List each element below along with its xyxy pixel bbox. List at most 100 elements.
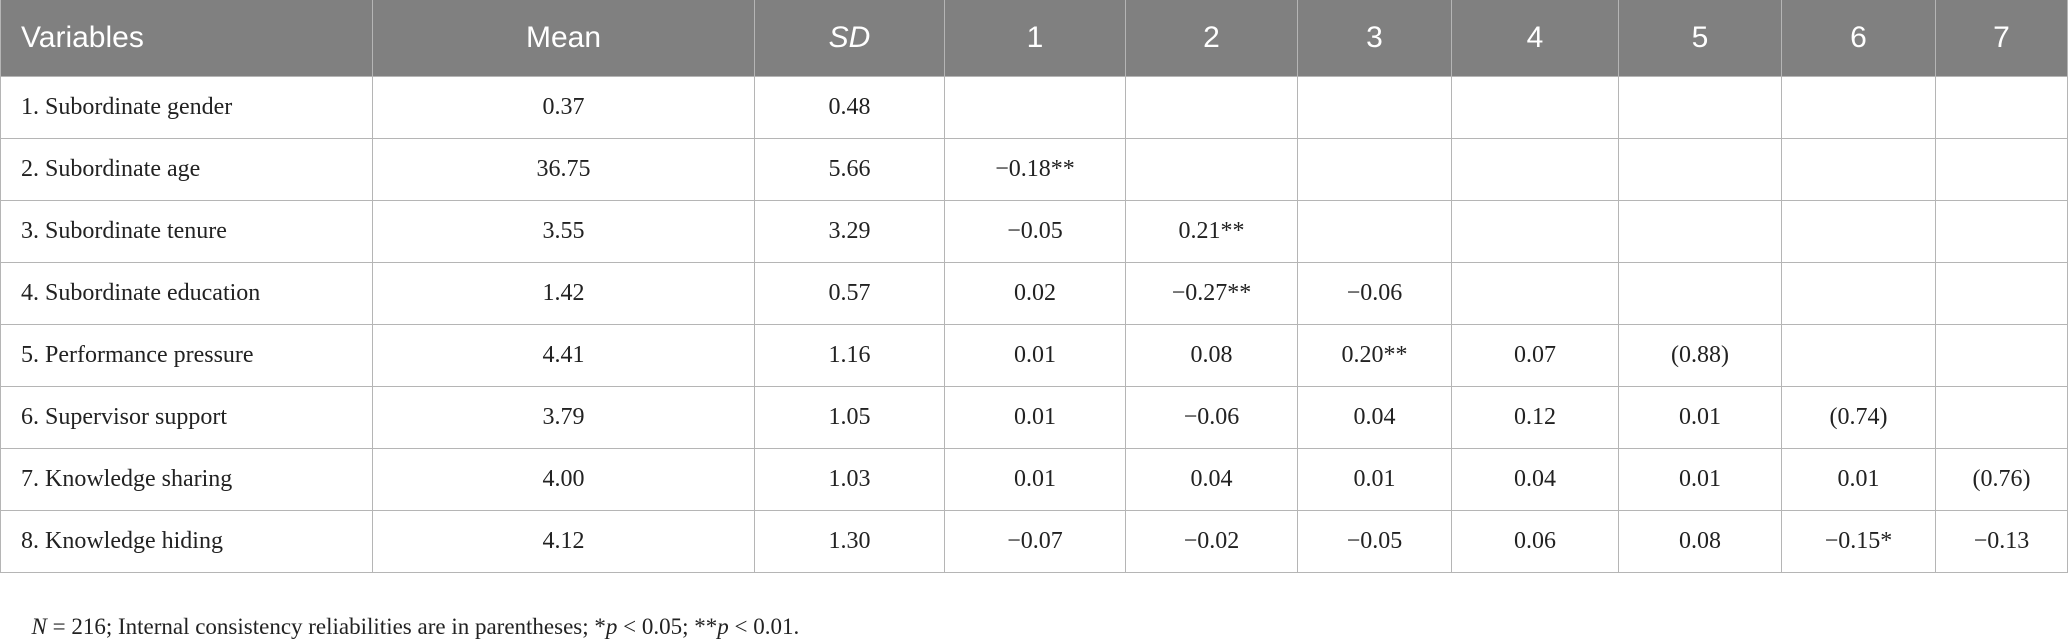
cell (1451, 76, 1619, 139)
header-cell: 7 (1935, 0, 2068, 77)
table-row: 7. Knowledge sharing 4.00 1.03 0.01 0.04 0.01… (0, 448, 2068, 511)
cell: 0.02 (944, 262, 1126, 325)
footnote-text: < 0.01. (728, 614, 800, 639)
cell: 36.75 (372, 138, 755, 201)
cell (1618, 262, 1782, 325)
table-row: 8. Knowledge hiding 4.12 1.30 −0.07 −0.02 −0.… (0, 510, 2068, 573)
cell: −0.06 (1297, 262, 1452, 325)
footnote-text: < 0.05; ** (617, 614, 718, 639)
header-cell: 4 (1451, 0, 1619, 77)
cell: 0.01 (944, 324, 1126, 387)
cell (1451, 138, 1619, 201)
cell (1781, 262, 1936, 325)
cell: 0.01 (1618, 386, 1782, 449)
cell: 0.07 (1451, 324, 1619, 387)
header-cell: SD (754, 0, 945, 77)
cell: 0.08 (1618, 510, 1782, 573)
cell: 0.48 (754, 76, 945, 139)
footnote-text: N (31, 614, 47, 639)
row-label: 3. Subordinate tenure (0, 200, 373, 263)
cell (1781, 76, 1936, 139)
cell: (0.76) (1935, 448, 2068, 511)
table-row: 5. Performance pressure 4.41 1.16 0.01 0.08 0… (0, 324, 2068, 387)
row-label: 8. Knowledge hiding (0, 510, 373, 573)
cell: 1.05 (754, 386, 945, 449)
correlation-table: VariablesMeanSD12345678 1. Subordinate g… (0, 0, 2068, 573)
cell: 0.06 (1451, 510, 1619, 573)
cell: −0.18** (944, 138, 1126, 201)
cell: −0.05 (944, 200, 1126, 263)
cell (1781, 324, 1936, 387)
header-cell: 1 (944, 0, 1126, 77)
header-cell: 5 (1618, 0, 1782, 77)
footnote-text: p (717, 614, 729, 639)
table-body: 1. Subordinate gender 0.37 0.48 2. Subordin… (0, 76, 2068, 573)
cell: 0.20** (1297, 324, 1452, 387)
header-cell: Variables (0, 0, 373, 77)
cell: 0.08 (1125, 324, 1298, 387)
cell (1935, 138, 2068, 201)
header-cell: 2 (1125, 0, 1298, 77)
table-row: 3. Subordinate tenure 3.55 3.29 −0.05 0.21** (0, 200, 2068, 263)
cell (1935, 386, 2068, 449)
cell: 5.66 (754, 138, 945, 201)
cell: 1.42 (372, 262, 755, 325)
footnote-text: p (605, 614, 618, 639)
cell (1935, 324, 2068, 387)
cell (1935, 200, 2068, 263)
cell: 0.04 (1451, 448, 1619, 511)
cell (944, 76, 1126, 139)
cell (1125, 76, 1298, 139)
cell: 0.04 (1125, 448, 1298, 511)
cell (1618, 138, 1782, 201)
cell: −0.15* (1781, 510, 1936, 573)
header-row: VariablesMeanSD12345678 (0, 0, 2068, 77)
table-row: 4. Subordinate education 1.42 0.57 0.02 −0.2… (0, 262, 2068, 325)
cell: 1.16 (754, 324, 945, 387)
cell: −0.02 (1125, 510, 1298, 573)
cell: −0.27** (1125, 262, 1298, 325)
cell: 0.12 (1451, 386, 1619, 449)
cell (1125, 138, 1298, 201)
cell (1781, 138, 1936, 201)
cell: 4.41 (372, 324, 755, 387)
row-label: 1. Subordinate gender (0, 76, 373, 139)
cell (1935, 76, 2068, 139)
cell (1618, 76, 1782, 139)
cell: 0.57 (754, 262, 945, 325)
table-row: 6. Supervisor support 3.79 1.05 0.01 −0.06 0.… (0, 386, 2068, 449)
cell: 0.37 (372, 76, 755, 139)
cell (1618, 200, 1782, 263)
cell (1451, 200, 1619, 263)
cell (1297, 138, 1452, 201)
header-cell: 3 (1297, 0, 1452, 77)
row-label: 5. Performance pressure (0, 324, 373, 387)
row-label: 6. Supervisor support (0, 386, 373, 449)
cell: 0.01 (1297, 448, 1452, 511)
header-cell: Mean (372, 0, 755, 77)
cell: 3.29 (754, 200, 945, 263)
cell: 3.55 (372, 200, 755, 263)
row-label: 7. Knowledge sharing (0, 448, 373, 511)
cell (1451, 262, 1619, 325)
cell: −0.07 (944, 510, 1126, 573)
row-label: 4. Subordinate education (0, 262, 373, 325)
cell: 3.79 (372, 386, 755, 449)
cell: −0.06 (1125, 386, 1298, 449)
cell: 0.21** (1125, 200, 1298, 263)
cell: 0.01 (1618, 448, 1782, 511)
footnote-text: = 216; Internal consistency reliabilitie… (46, 614, 606, 639)
header-cell: 6 (1781, 0, 1936, 77)
cell: −0.05 (1297, 510, 1452, 573)
cell: (0.74) (1781, 386, 1936, 449)
cell (1297, 76, 1452, 139)
cell: (0.88) (1618, 324, 1782, 387)
cell: 0.01 (944, 386, 1126, 449)
cell: 4.00 (372, 448, 755, 511)
cell: 0.01 (944, 448, 1126, 511)
cell: 4.12 (372, 510, 755, 573)
cell: 0.04 (1297, 386, 1452, 449)
footnote: N = 216; Internal consistency reliabilit… (20, 588, 800, 640)
cell: 1.30 (754, 510, 945, 573)
